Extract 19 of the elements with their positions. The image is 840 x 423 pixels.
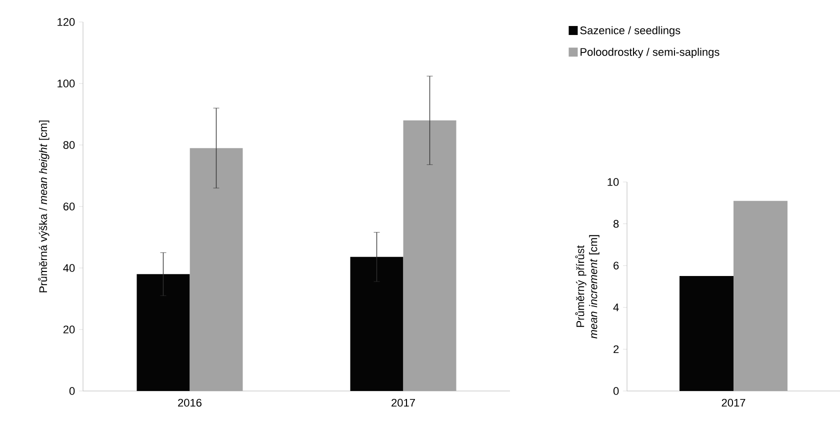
- y-tick-label: 80: [63, 141, 75, 149]
- y-tick-label: 4: [613, 304, 619, 312]
- y-tick-label: 40: [63, 264, 75, 272]
- y-tick-label: 0: [69, 387, 75, 395]
- y-tick-label: 100: [58, 80, 75, 88]
- y-tick-label: 8: [613, 220, 619, 228]
- x-tick-label: 2016: [178, 398, 202, 407]
- y-tick-label: 60: [63, 202, 75, 210]
- y-tick-label: 0: [613, 387, 619, 395]
- x-tick-label: 2017: [392, 398, 415, 407]
- legend-label: Sazenice / seedlings: [580, 26, 680, 36]
- y-tick-label: 20: [63, 326, 75, 334]
- y-tick-label: 2: [614, 345, 619, 354]
- y-tick-label: 10: [608, 178, 619, 186]
- y-tick-label: 6: [614, 262, 619, 270]
- y-axis-title: Průměrná výška / mean height [cm]: [38, 120, 50, 292]
- y-tick-label: 120: [58, 18, 75, 26]
- x-tick-label: 2017: [722, 398, 746, 407]
- legend-label: Poloodrostky / semi-saplings: [580, 48, 720, 58]
